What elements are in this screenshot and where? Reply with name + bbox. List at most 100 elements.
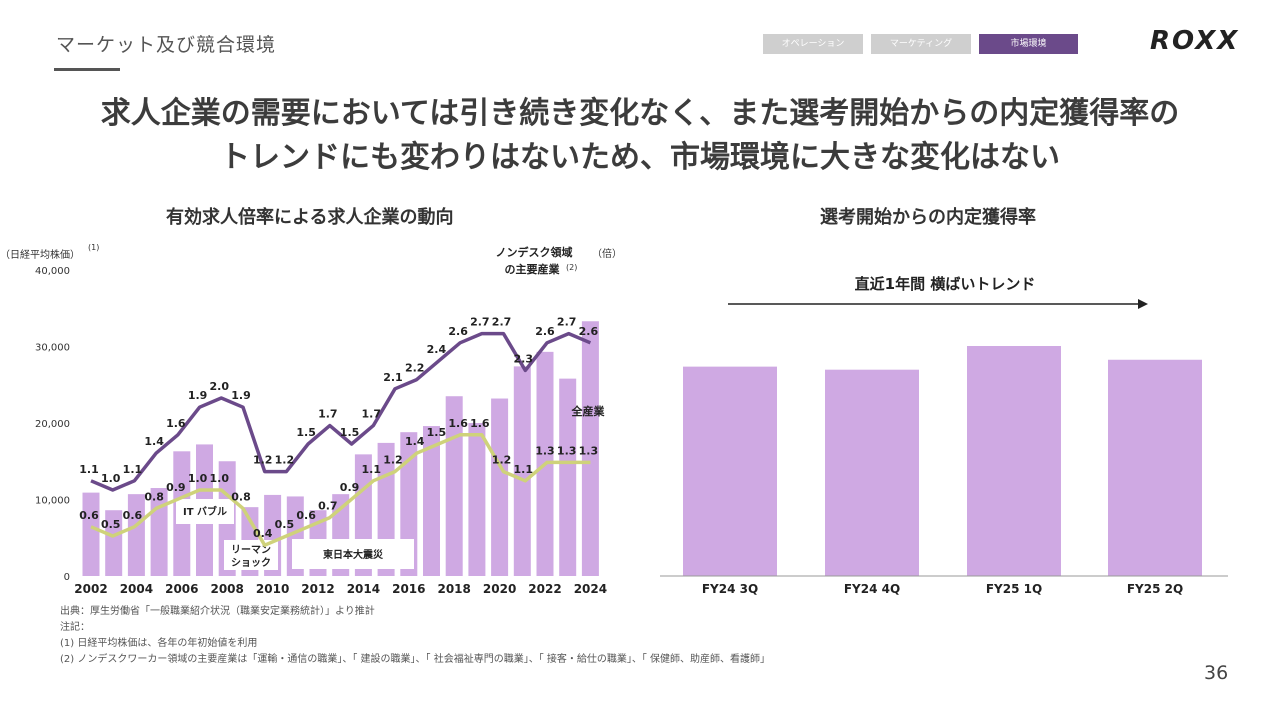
ratio-data-label: 2.7 [492,316,512,329]
section-title: マーケット及び競合環境 [56,34,277,56]
ratio-data-label: 1.6 [448,417,468,430]
ratio-data-label: 2.7 [557,316,577,329]
ratio-data-label: 1.3 [557,444,577,457]
quarter-label: FY24 4Q [844,582,900,596]
roxx-logo: ROXX [1150,26,1240,56]
x-tick-label: 2024 [574,582,607,596]
headline: 求人企業の需要においては引き続き変化なく、また選考開始からの内定獲得率の トレン… [40,92,1240,180]
x-tick-label: 2006 [165,582,198,596]
ratio-data-label: 1.0 [210,472,230,485]
ratio-data-label: 1.6 [166,417,186,430]
headline-line-1: 求人企業の需要においては引き続き変化なく、また選考開始からの内定獲得率の [100,96,1180,131]
annotation-box-it-bubble [176,499,234,524]
ratio-data-label: 2.7 [470,316,490,329]
ratio-data-label: 1.2 [253,454,273,467]
ratio-data-label: 2.6 [448,325,468,338]
nikkei-bar [105,510,123,576]
job-openings-chart: 0 10,000 20,000 30,000 40,000 IT バブル リーマン ショ… [0,243,622,596]
tab-operations[interactable]: オペレーション [763,34,863,54]
section-underline [54,68,120,71]
ratio-data-label: 0.6 [296,509,316,522]
tab-marketing[interactable]: マーケティング [871,34,971,54]
annotation-lehman-1: リーマン [231,544,271,556]
ratio-data-label: 2.4 [427,343,447,356]
nikkei-bar [127,494,145,576]
ratio-data-label: 1.5 [427,426,447,439]
x-tick-label: 2012 [301,582,334,596]
ratio-data-label: 1.3 [535,444,555,457]
nikkei-bar [513,366,531,576]
y-tick-label: 20,000 [35,419,70,430]
ratio-data-label: 2.6 [535,325,555,338]
nikkei-bar [491,398,509,576]
ratio-data-label: 1.6 [470,417,490,430]
quarter-label: FY25 2Q [1127,582,1183,596]
ratio-data-label: 0.7 [318,500,338,513]
ratio-data-label: 1.5 [296,426,316,439]
y-tick-label: 30,000 [35,343,70,354]
footnote-2: (2) ノンデスクワーカー領域の主要産業は「運輸・通信の職業」、「 建設の職業」… [60,654,771,665]
nikkei-bar [468,423,486,576]
footnote-label: 注記： [60,622,90,633]
ratio-data-label: 0.4 [253,527,273,540]
section-tabs: オペレーション マーケティング 市場環境 [763,34,1078,54]
offer-rate-chart: 直近1年間 横ばいトレンド FY24 3Q FY24 4Q FY25 1Q FY25 … [660,275,1228,596]
ratio-data-label: 0.6 [79,509,99,522]
x-tick-label: 2004 [120,582,153,596]
nondesk-series-label-2: の主要産業 [505,262,561,276]
page-number: 36 [1204,662,1229,684]
ratio-data-label: 1.0 [101,472,121,485]
offer-rate-bar [825,369,919,576]
x-tick-label: 2018 [437,582,470,596]
nikkei-bar [581,321,599,576]
x-tick-label: 2010 [256,582,289,596]
ratio-data-label: 1.3 [579,444,599,457]
tab-market-environment[interactable]: 市場環境 [979,34,1078,54]
x-tick-label: 2022 [528,582,561,596]
y-tick-label: 10,000 [35,496,70,507]
ratio-data-label: 0.9 [166,481,186,494]
ratio-data-label: 2.1 [383,371,403,384]
trend-label: 直近1年間 横ばいトレンド [855,275,1036,293]
ratio-data-label: 1.2 [275,454,295,467]
ratio-data-label: 1.5 [340,426,360,439]
ratio-data-label: 1.1 [79,463,99,476]
footnotes: 出典：厚生労働省「一般職業紹介状況（職業安定業務統計）」より推計 注記： (1)… [60,604,770,668]
x-tick-label: 2020 [483,582,516,596]
y-tick-label: 0 [64,572,70,583]
left-axis-label: （日経平均株価） [0,248,80,261]
nikkei-bar [559,378,577,576]
footnote-1: (1) 日経平均株価は、各年の年初始値を利用 [60,638,258,649]
x-tick-label: 2008 [210,582,243,596]
ratio-data-label: 1.9 [231,389,251,402]
annotation-earthquake: 東日本大震災 [323,548,384,561]
ratio-data-label: 1.1 [514,463,534,476]
ratio-data-label: 2.3 [514,352,534,365]
ratio-data-label: 0.8 [231,490,251,503]
offer-rate-bar [967,346,1061,576]
offer-rate-bar [683,366,777,576]
nikkei-bar [445,396,463,576]
ratio-data-label: 1.1 [123,463,143,476]
ratio-data-label: 1.4 [144,435,164,448]
left-axis-note: (1) [88,243,99,252]
x-tick-label: 2016 [392,582,425,596]
trend-arrow-head [1138,299,1148,309]
annotation-lehman-2: ショック [231,557,271,569]
right-chart-title: 選考開始からの内定獲得率 [820,207,1036,228]
headline-line-2: トレンドにも変わりはないため、市場環境に大きな変化はない [220,140,1060,175]
annotation-it-bubble: IT バブル [183,505,227,518]
annotation-box-earthquake [292,539,414,569]
ratio-data-label: 0.5 [275,518,295,531]
all-industries-label: 全産業 [571,404,606,418]
ratio-data-label: 1.2 [492,454,512,467]
ratio-data-label: 0.6 [123,509,143,522]
ratio-data-label: 0.8 [144,490,164,503]
ratio-data-label: 1.9 [188,389,208,402]
y-tick-label: 40,000 [35,266,70,277]
nikkei-bar [423,426,440,576]
quarter-label: FY25 1Q [986,582,1042,596]
ratio-data-label: 1.7 [362,408,382,421]
ratio-data-label: 0.5 [101,518,121,531]
offer-rate-bar [1108,359,1202,576]
